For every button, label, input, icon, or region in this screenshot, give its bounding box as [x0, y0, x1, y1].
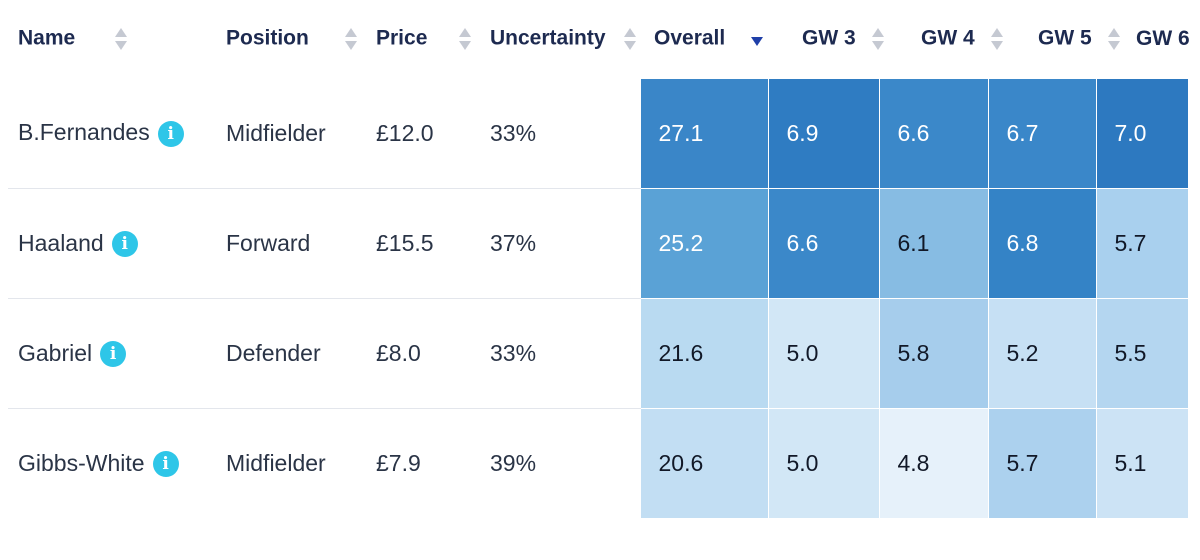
projection-overall-cell: 20.6: [639, 408, 769, 518]
column-header-gw5[interactable]: GW 5: [988, 0, 1120, 79]
column-header-label: Name: [18, 26, 76, 50]
sort-arrows-icon[interactable]: [459, 26, 472, 52]
table-row[interactable]: Gabriel i Defender £8.0 33% 21.6 5.0 5.8 5.2 5.5: [8, 298, 1189, 409]
projection-gw4-cell: 4.8: [878, 408, 989, 518]
player-price: £12.0: [366, 78, 480, 189]
player-position: Forward: [216, 188, 366, 299]
projection-overall-cell: 25.2: [639, 188, 769, 299]
table-row[interactable]: Gibbs-White i Midfielder £7.9 39% 20.6 5.0 4.8 5…: [8, 408, 1189, 519]
player-position: Midfielder: [226, 450, 326, 476]
projection-gw4-cell: 6.1: [878, 188, 989, 299]
projection-gw5-cell: 5.2: [987, 298, 1097, 409]
player-name-cell: B.Fernandes i: [8, 78, 216, 189]
sort-arrows-icon[interactable]: [1107, 26, 1120, 52]
info-icon[interactable]: i: [152, 451, 179, 478]
info-icon[interactable]: i: [111, 231, 138, 258]
info-icon[interactable]: i: [100, 341, 127, 368]
projection-gw4-cell: 6.6: [878, 78, 989, 189]
column-header-position[interactable]: Position: [216, 0, 366, 79]
projection-gw5-cell: 5.7: [987, 408, 1097, 518]
player-price: £15.5: [366, 188, 480, 299]
player-name[interactable]: B.Fernandes: [18, 119, 150, 146]
column-header-label: Uncertainty: [490, 26, 606, 50]
info-icon[interactable]: i: [157, 121, 184, 148]
projection-gw3-cell: 5.0: [767, 298, 880, 409]
player-uncertainty: 33%: [480, 78, 640, 189]
table-body: B.Fernandes i Midfielder £12.0 33% 27.1 6.9 6.6…: [8, 78, 1189, 519]
player-name[interactable]: Haaland: [18, 229, 104, 256]
column-header-uncertainty[interactable]: Uncertainty: [480, 0, 640, 79]
column-header-overall[interactable]: Overall: [640, 0, 768, 79]
column-header-price[interactable]: Price: [366, 0, 480, 79]
player-position: Defender: [216, 298, 366, 409]
column-header-label: Price: [376, 26, 428, 50]
projection-gw4-cell: 5.8: [878, 298, 989, 409]
sort-arrows-icon[interactable]: [344, 26, 357, 52]
projection-gw6-cell: 5.5: [1095, 298, 1189, 409]
player-name[interactable]: Gabriel: [18, 339, 93, 366]
player-price: £8.0: [366, 298, 480, 409]
player-uncertainty: 37%: [480, 188, 640, 299]
player-name-cell: Haaland i: [8, 188, 216, 299]
player-name[interactable]: Gibbs-White: [18, 449, 145, 476]
player-uncertainty: 39%: [490, 450, 537, 476]
player-name-cell: Gibbs-White i: [8, 409, 216, 519]
player-projections-table: Name Position Price Uncertainty Overall …: [8, 0, 1190, 519]
projection-gw6-cell: 5.7: [1095, 188, 1189, 299]
sort-arrows-icon[interactable]: [871, 26, 884, 52]
column-header-label: GW 4: [921, 26, 975, 50]
sort-descending-icon[interactable]: [751, 26, 764, 52]
column-header-label: GW 5: [1038, 26, 1092, 50]
player-name-cell: Gabriel i: [8, 298, 216, 409]
projection-gw5-cell: 6.8: [987, 188, 1097, 299]
column-header-label: GW 6: [1136, 27, 1190, 50]
sort-arrows-icon[interactable]: [990, 26, 1003, 52]
column-header-gw3[interactable]: GW 3: [768, 0, 884, 79]
sort-arrows-icon[interactable]: [623, 26, 636, 52]
column-header-label: Position: [226, 26, 309, 50]
projection-overall-cell: 21.6: [639, 298, 769, 409]
column-header-gw4[interactable]: GW 4: [879, 0, 1003, 79]
column-header-gw6[interactable]: GW 6: [1096, 0, 1190, 79]
projection-gw3-cell: 6.9: [767, 78, 880, 189]
player-uncertainty: 33%: [480, 298, 640, 409]
projection-gw3-cell: 5.0: [767, 408, 880, 518]
column-header-label: Overall: [654, 26, 726, 50]
projection-overall-cell: 27.1: [639, 78, 769, 189]
column-header-name[interactable]: Name: [8, 0, 216, 79]
header-row: Name Position Price Uncertainty Overall …: [8, 0, 1190, 79]
player-price: £7.9: [376, 450, 421, 476]
column-header-label: GW 3: [802, 26, 856, 50]
projection-gw5-cell: 6.7: [987, 78, 1097, 189]
table-row[interactable]: Haaland i Forward £15.5 37% 25.2 6.6 6.1 6.8 5.7: [8, 188, 1189, 299]
projection-gw3-cell: 6.6: [767, 188, 880, 299]
player-position: Midfielder: [216, 78, 366, 189]
sort-arrows-icon[interactable]: [115, 26, 128, 52]
projection-gw6-cell: 5.1: [1095, 408, 1189, 518]
table-row[interactable]: B.Fernandes i Midfielder £12.0 33% 27.1 6.9 6.6…: [8, 78, 1189, 189]
projection-gw6-cell: 7.0: [1095, 78, 1189, 189]
